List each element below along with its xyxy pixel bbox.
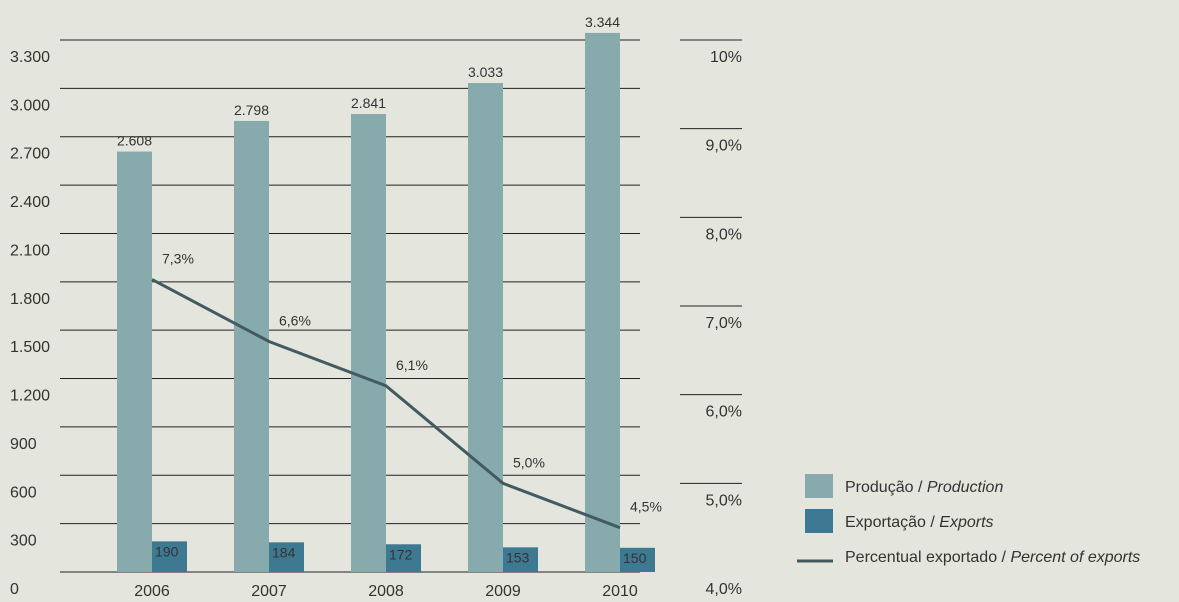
y-tick-label: 900: [10, 436, 37, 453]
bar-production-label: 2.841: [351, 95, 386, 111]
bar-exports: [269, 542, 304, 572]
bar-exports-label: 150: [623, 550, 647, 566]
legend-swatch-production: [805, 474, 833, 498]
y2-tick-label: 9,0%: [706, 138, 742, 155]
bar-production: [468, 83, 503, 572]
y-tick-label: 300: [10, 533, 37, 550]
legend-label: Percentual exportado / Percent of export…: [845, 549, 1140, 566]
bar-exports-label: 190: [155, 543, 179, 559]
y-tick-label: 600: [10, 484, 37, 501]
bar-production-label: 3.033: [468, 64, 503, 80]
gridlines: [60, 39, 640, 573]
right-axis-lines: [680, 39, 742, 484]
legend: Produção / Production Exportação / Export…: [797, 474, 1140, 566]
line-point-label: 5,0%: [513, 454, 545, 470]
legend-label: Produção / Production: [845, 479, 1003, 496]
x-tick-label: 2006: [134, 583, 170, 600]
y-tick-label: 3.300: [10, 49, 50, 66]
bar-production: [117, 151, 152, 573]
legend-swatch-exports: [805, 509, 833, 533]
y-tick-label: 1.200: [10, 388, 50, 405]
bar-production-label: 3.344: [585, 14, 620, 30]
bar-exports: [503, 547, 538, 572]
bar-exports-label: 172: [389, 546, 413, 562]
bar-production-label: 2.608: [117, 133, 152, 149]
y2-tick-label: 5,0%: [706, 492, 742, 509]
y-tick-label: 0: [10, 581, 19, 598]
bar-production: [351, 113, 386, 572]
y-tick-label: 2.400: [10, 194, 50, 211]
bar-production: [234, 120, 269, 573]
y-tick-label: 2.700: [10, 146, 50, 163]
y2-tick-label: 10%: [710, 49, 742, 66]
line-point-label: 7,3%: [162, 250, 194, 266]
x-axis: 2006 2007 2008 2009 2010: [134, 583, 638, 600]
y-tick-label: 3.000: [10, 97, 50, 114]
y-tick-label: 1.800: [10, 291, 50, 308]
bar-exports: [386, 544, 421, 572]
x-tick-label: 2007: [251, 583, 287, 600]
line-point-label: 6,1%: [396, 357, 428, 373]
right-axis: 4,0% 5,0% 6,0% 7,0% 8,0% 9,0% 10%: [706, 49, 742, 598]
bar-exports: [152, 541, 187, 572]
bar-exports: [620, 547, 655, 572]
bar-exports-label: 184: [272, 544, 296, 560]
y2-tick-label: 7,0%: [706, 315, 742, 332]
percent-line-path: [151, 278, 621, 530]
y-tick-label: 2.100: [10, 242, 50, 259]
y2-tick-label: 8,0%: [706, 226, 742, 243]
x-tick-label: 2009: [485, 583, 521, 600]
bar-production-label: 2.798: [234, 102, 269, 118]
y2-tick-label: 4,0%: [706, 581, 742, 598]
legend-label: Exportação / Exports: [845, 514, 994, 531]
x-tick-label: 2010: [602, 583, 638, 600]
line-point-label: 4,5%: [630, 499, 662, 515]
x-tick-label: 2008: [368, 583, 404, 600]
left-axis: 0 300 600 900 1.200 1.500 1.800 2.100 2.400 2.700…: [10, 49, 50, 598]
bar-production: [585, 32, 620, 572]
y2-tick-label: 6,0%: [706, 404, 742, 421]
line-point-label: 6,6%: [279, 312, 311, 328]
bars: 2.608 190 2.798 184 2.841 172 3.033 153 3.344 150: [117, 14, 655, 573]
percent-line: 7,3% 6,6% 6,1% 5,0% 4,5%: [151, 250, 662, 530]
y-tick-label: 1.500: [10, 339, 50, 356]
bar-exports-label: 153: [506, 549, 530, 565]
